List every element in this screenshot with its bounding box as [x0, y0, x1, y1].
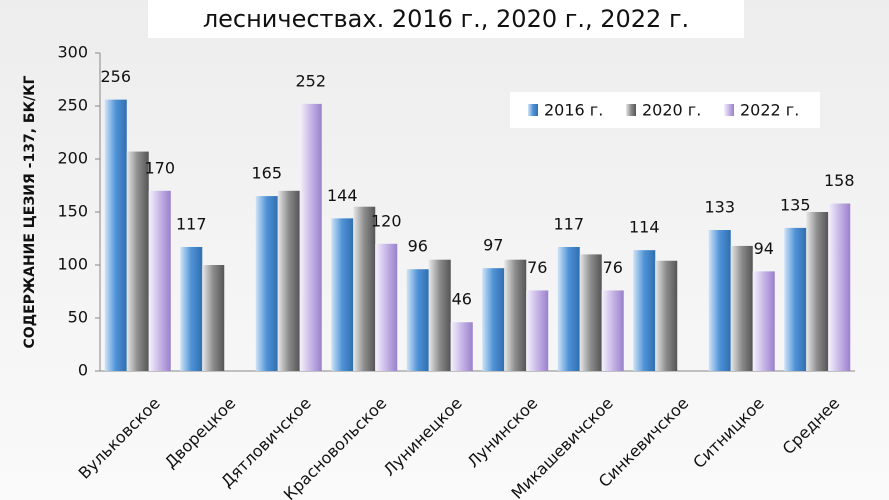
- data-label: 46: [452, 290, 472, 309]
- y-tick-label: 50: [68, 308, 88, 327]
- bar: [482, 268, 505, 371]
- bar: [255, 196, 278, 371]
- y-axis-label: СОДЕРЖАНИЕ ЦЕЗИЯ -137, БК/КГ: [22, 75, 38, 348]
- bar: [375, 243, 398, 371]
- bar: [633, 250, 656, 371]
- data-label: 256: [100, 67, 131, 86]
- bar: [299, 103, 322, 371]
- bar: [126, 151, 149, 371]
- y-tick-label: 250: [57, 96, 88, 115]
- bar: [450, 322, 473, 371]
- bar: [784, 227, 807, 371]
- data-label: 117: [176, 214, 207, 233]
- y-tick-label: 200: [57, 149, 88, 168]
- legend-label: 2022 г.: [740, 101, 799, 120]
- bar: [579, 254, 602, 371]
- bar: [148, 190, 171, 371]
- bar: [708, 230, 731, 371]
- data-label: 133: [704, 198, 735, 217]
- data-label: 170: [144, 158, 175, 177]
- legend-swatch: [724, 104, 734, 116]
- y-tick-label: 150: [57, 202, 88, 221]
- data-label: 97: [483, 236, 503, 255]
- data-label: 144: [327, 186, 358, 205]
- bar: [828, 203, 851, 371]
- data-label: 76: [527, 258, 547, 277]
- bar: [428, 259, 451, 371]
- data-label: 96: [408, 237, 428, 256]
- data-label: 120: [371, 211, 402, 230]
- bar: [557, 246, 580, 371]
- bar: [504, 259, 527, 371]
- legend-swatch: [528, 104, 538, 116]
- bar: [202, 265, 225, 371]
- bar: [752, 271, 775, 371]
- bar: [601, 290, 624, 371]
- legend-box: [510, 92, 820, 128]
- chart-title: лесничествах. 2016 г., 2020 г., 2022 г.: [203, 5, 689, 33]
- data-label: 76: [603, 258, 623, 277]
- data-label: 117: [553, 214, 584, 233]
- bar: [806, 212, 829, 371]
- bar: [655, 260, 678, 371]
- legend-label: 2016 г.: [544, 101, 603, 120]
- data-label: 135: [780, 195, 811, 214]
- bar: [180, 246, 203, 371]
- y-tick-label: 0: [78, 361, 88, 380]
- data-label: 165: [251, 164, 282, 183]
- bar: [277, 190, 300, 371]
- bar: [730, 245, 753, 371]
- y-tick-label: 300: [57, 43, 88, 62]
- title-box: [148, 0, 744, 38]
- data-label: 94: [754, 239, 774, 258]
- data-label: 158: [824, 171, 855, 190]
- bar: [406, 269, 429, 371]
- bar: [104, 99, 127, 371]
- data-label: 114: [629, 218, 660, 237]
- legend-swatch: [626, 104, 636, 116]
- bar: [331, 218, 354, 371]
- legend-label: 2020 г.: [642, 101, 701, 120]
- bar: [353, 206, 376, 371]
- bar: [526, 290, 549, 371]
- data-label: 252: [295, 71, 326, 90]
- y-tick-label: 100: [57, 255, 88, 274]
